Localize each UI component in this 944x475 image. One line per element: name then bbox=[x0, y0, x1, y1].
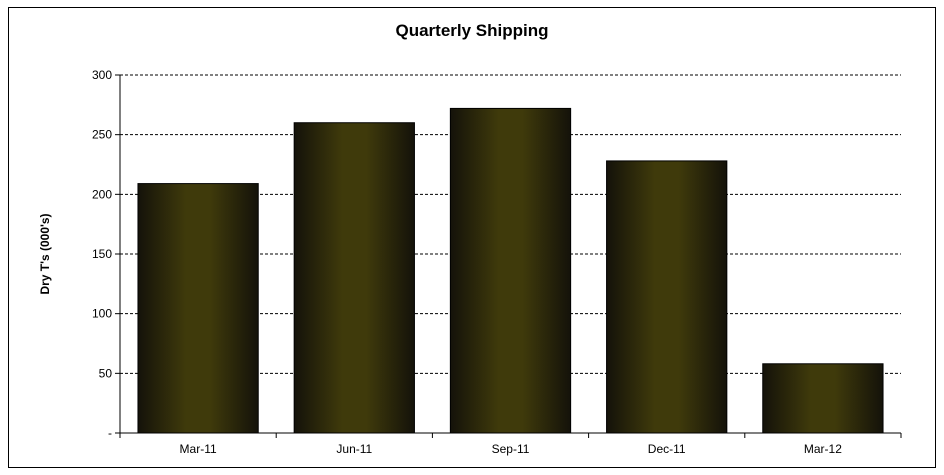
x-tick-label: Mar-11 bbox=[180, 442, 217, 456]
y-tick-label: - bbox=[108, 426, 112, 440]
bar-mar-11 bbox=[137, 183, 259, 434]
x-tick-label: Mar-12 bbox=[804, 442, 842, 456]
y-tick-label: 100 bbox=[92, 307, 112, 321]
bar-mar-12 bbox=[762, 363, 884, 434]
y-tick-label: 150 bbox=[92, 247, 112, 261]
y-tick-label: 300 bbox=[92, 68, 112, 82]
x-tick-label: Jun-11 bbox=[336, 442, 372, 456]
y-axis-title: Dry T's (000's) bbox=[38, 213, 52, 294]
y-tick-label: 200 bbox=[92, 187, 112, 201]
bars bbox=[137, 107, 884, 434]
axes: - 50 100 150 200 250 300 Mar-11 Jun-11 Sep-11 Dec-… bbox=[92, 68, 902, 456]
x-tick-label: Sep-11 bbox=[492, 442, 530, 456]
x-tick-label: Dec-11 bbox=[648, 442, 686, 456]
chart-title: Quarterly Shipping bbox=[395, 21, 549, 40]
y-tick-label: 50 bbox=[99, 366, 113, 380]
bar-dec-11 bbox=[606, 160, 728, 434]
y-tick-label: 250 bbox=[92, 128, 112, 142]
bar-sep-11 bbox=[449, 107, 572, 434]
bar-jun-11 bbox=[293, 122, 415, 434]
